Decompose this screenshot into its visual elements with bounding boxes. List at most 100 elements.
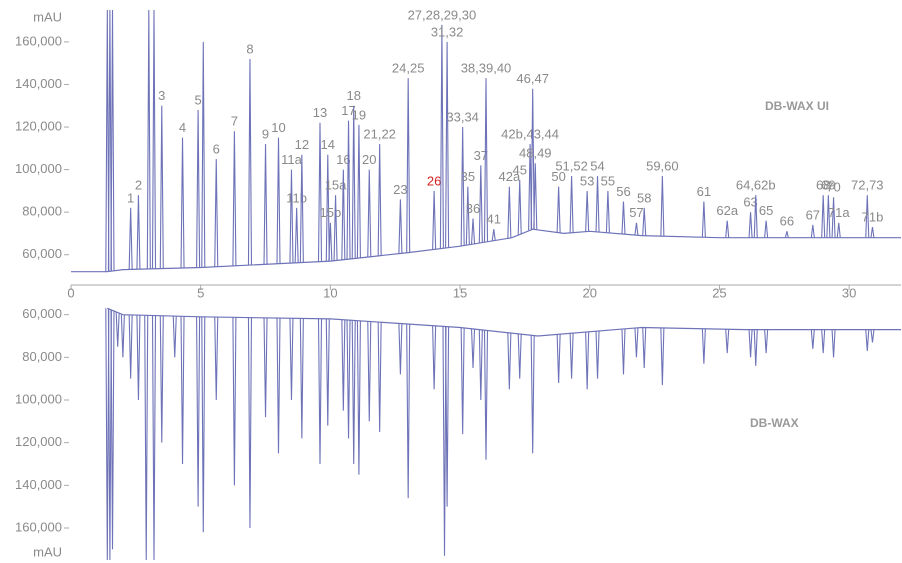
peak bbox=[317, 318, 323, 465]
y-tick-label: 60,000 bbox=[22, 306, 62, 321]
peak bbox=[585, 331, 590, 390]
peak bbox=[406, 78, 411, 253]
peak bbox=[460, 127, 465, 246]
peak-label: 63 bbox=[743, 195, 757, 210]
peak bbox=[136, 195, 141, 270]
peak bbox=[110, 310, 115, 550]
peak bbox=[289, 318, 294, 401]
peak bbox=[107, 9, 112, 272]
peak bbox=[214, 317, 219, 401]
peak-label: 46,47 bbox=[516, 71, 549, 86]
peak bbox=[406, 324, 411, 499]
peak bbox=[764, 220, 769, 238]
peak bbox=[826, 195, 831, 238]
peak bbox=[289, 169, 294, 264]
peak bbox=[159, 315, 164, 443]
peak bbox=[398, 323, 403, 375]
peak-label: 20 bbox=[362, 152, 376, 167]
peak-label: 59,60 bbox=[646, 158, 679, 173]
peak bbox=[460, 327, 465, 435]
peak bbox=[110, 9, 115, 272]
y-tick-label: 100,000 bbox=[15, 391, 62, 406]
peak bbox=[605, 190, 610, 233]
peak-label: 54 bbox=[590, 158, 604, 173]
peak-label: 27,28,29,30 bbox=[408, 7, 477, 22]
peak-label: 9 bbox=[262, 127, 269, 142]
peak bbox=[333, 195, 338, 261]
y-tick-label: 100,000 bbox=[15, 161, 62, 176]
y-tick-label: 160,000 bbox=[15, 519, 62, 534]
peak-label: 62a bbox=[716, 203, 738, 218]
peak-label: 19 bbox=[352, 107, 366, 122]
peak-label: 37 bbox=[474, 148, 488, 163]
peak bbox=[276, 137, 281, 264]
peak bbox=[569, 333, 574, 379]
peak-label: 71b bbox=[862, 209, 884, 224]
peak-label: 72,73 bbox=[851, 178, 884, 193]
peak bbox=[341, 169, 346, 260]
peak bbox=[533, 163, 538, 230]
peak-label: 64,62b bbox=[736, 178, 776, 193]
peak-label: 58 bbox=[637, 190, 651, 205]
peak bbox=[317, 122, 323, 262]
baseline-trace bbox=[71, 228, 901, 273]
peak-label: 35 bbox=[461, 169, 475, 184]
peak-label: 24,25 bbox=[392, 61, 425, 76]
x-tick-label: 30 bbox=[842, 285, 856, 300]
peak bbox=[507, 186, 512, 239]
peak bbox=[367, 169, 372, 257]
peak bbox=[870, 226, 875, 238]
peak-label: 8 bbox=[246, 41, 253, 56]
peak bbox=[263, 144, 268, 265]
peak bbox=[483, 78, 489, 242]
peak bbox=[585, 190, 590, 232]
peak-label: 68 bbox=[816, 178, 830, 193]
peak bbox=[821, 195, 826, 238]
x-tick-label: 5 bbox=[197, 285, 204, 300]
x-tick-label: 15 bbox=[453, 285, 467, 300]
peak-label: 66 bbox=[780, 214, 794, 229]
y-tick-label: 140,000 bbox=[15, 76, 62, 91]
peak bbox=[247, 58, 253, 266]
peak bbox=[831, 197, 836, 238]
peak-label: 7 bbox=[231, 114, 238, 129]
peak bbox=[748, 329, 753, 358]
peak bbox=[836, 222, 841, 238]
peak bbox=[115, 312, 120, 347]
peak bbox=[725, 329, 730, 354]
peak-label: 14 bbox=[321, 137, 335, 152]
peak bbox=[483, 330, 489, 460]
peak bbox=[232, 317, 237, 486]
peak bbox=[351, 320, 356, 465]
peak bbox=[634, 222, 639, 236]
peak bbox=[517, 180, 522, 235]
peak bbox=[642, 207, 647, 236]
peak bbox=[530, 335, 535, 454]
peak bbox=[346, 120, 351, 260]
peak bbox=[172, 316, 177, 358]
x-tick-label: 20 bbox=[583, 285, 597, 300]
peak bbox=[530, 88, 535, 230]
peak bbox=[595, 331, 600, 379]
peak bbox=[136, 315, 141, 401]
peak bbox=[247, 317, 253, 529]
peak-label: 12 bbox=[295, 137, 309, 152]
peak-label: 50 bbox=[551, 169, 565, 184]
peak-label: 71a bbox=[828, 205, 850, 220]
peak bbox=[128, 314, 133, 379]
y-tick-label: 120,000 bbox=[15, 434, 62, 449]
peak bbox=[445, 41, 450, 248]
peak bbox=[107, 309, 112, 561]
peak-label: 51,52 bbox=[555, 158, 588, 173]
y-tick-label: 160,000 bbox=[15, 33, 62, 48]
peak bbox=[764, 329, 769, 354]
peak bbox=[144, 315, 149, 561]
peak bbox=[621, 328, 626, 375]
peak bbox=[151, 9, 157, 269]
x-tick-label: 10 bbox=[323, 285, 337, 300]
peak bbox=[517, 333, 522, 379]
peak bbox=[784, 231, 789, 238]
peak bbox=[356, 320, 361, 475]
peak-label: 6 bbox=[213, 141, 220, 156]
peak-label: 55 bbox=[601, 173, 615, 188]
